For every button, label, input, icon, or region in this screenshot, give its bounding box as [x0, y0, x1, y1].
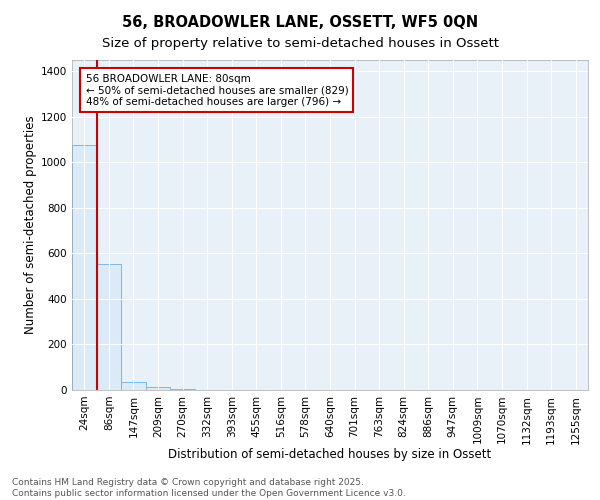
Text: Size of property relative to semi-detached houses in Ossett: Size of property relative to semi-detach… — [101, 38, 499, 51]
Text: 56 BROADOWLER LANE: 80sqm
← 50% of semi-detached houses are smaller (829)
48% of: 56 BROADOWLER LANE: 80sqm ← 50% of semi-… — [86, 74, 348, 107]
Text: 56, BROADOWLER LANE, OSSETT, WF5 0QN: 56, BROADOWLER LANE, OSSETT, WF5 0QN — [122, 15, 478, 30]
Y-axis label: Number of semi-detached properties: Number of semi-detached properties — [24, 116, 37, 334]
Bar — [170, 389, 195, 390]
Bar — [146, 386, 170, 390]
Bar — [97, 264, 121, 390]
Bar — [121, 382, 146, 390]
Text: Contains HM Land Registry data © Crown copyright and database right 2025.
Contai: Contains HM Land Registry data © Crown c… — [12, 478, 406, 498]
Bar — [72, 146, 97, 390]
X-axis label: Distribution of semi-detached houses by size in Ossett: Distribution of semi-detached houses by … — [169, 448, 491, 461]
